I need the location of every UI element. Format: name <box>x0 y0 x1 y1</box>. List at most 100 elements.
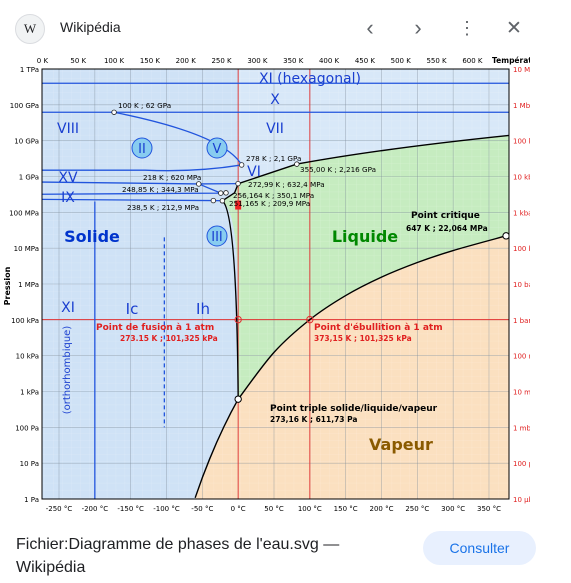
phase-diagram-chart: 1 TPa 100 GPa 10 GPa 1 GPa 100 MPa 10 MPa 1 MP… <box>3 56 547 513</box>
x-tick-label-bottom: -100 °C <box>153 505 180 513</box>
x-tick-label-top: 550 K <box>426 57 447 65</box>
x-tick-label-bottom: 350 °C <box>477 505 501 513</box>
x-tick-label-bottom: -250 °C <box>46 505 73 513</box>
phase-label-ii: II <box>138 142 146 157</box>
y-tick-label-left: 100 Pa <box>15 424 39 432</box>
stable-liquid-marker <box>235 200 242 210</box>
y-tick-label-left: 1 Pa <box>24 496 39 504</box>
phase-label-ic: Ic <box>126 300 139 318</box>
close-icon[interactable]: ✕ <box>506 17 522 39</box>
viewer-header: W Wikipédia ‹ › ⋮ ✕ <box>0 0 571 56</box>
region-label-liquide: Liquide <box>332 227 398 246</box>
phase-label-x: X <box>270 92 280 108</box>
y-tick-label-right: 1 kbar <box>513 209 530 217</box>
scrollbar[interactable] <box>556 0 571 583</box>
y-tick-label-right: 1 bar <box>513 317 530 325</box>
y-tick-label-left: 1 TPa <box>20 66 39 74</box>
phase-iii-bubble <box>206 225 228 247</box>
y-tick-label-right: 10 bar <box>513 281 530 289</box>
triple-point-marker <box>218 190 224 196</box>
x-tick-label-top: 350 K <box>283 57 304 65</box>
annotation-iii-liquid: 251,165 K ; 209,9 MPa <box>229 199 310 208</box>
y-tick-label-left: 100 GPa <box>10 102 39 110</box>
y-tick-label-left: 100 MPa <box>9 209 39 217</box>
triple-point-main-marker <box>234 395 242 403</box>
x-tick-label-top: 50 K <box>70 57 86 65</box>
x-tick-label-top: 150 K <box>140 57 161 65</box>
plot-frame <box>41 68 510 500</box>
annotation-ii-v: 218 K ; 620 MPa <box>143 173 201 182</box>
more-options-icon[interactable]: ⋮ <box>458 17 476 38</box>
viii-vii-boundary <box>113 111 243 166</box>
triple-point-marker <box>238 162 245 168</box>
annotation-viii-vii-x: 100 K ; 62 GPa <box>118 101 171 110</box>
melting-curve <box>221 134 509 400</box>
phase-label-vii: VII <box>266 121 284 137</box>
y-tick-label-left: 1 GPa <box>19 174 39 182</box>
boiling-point-marker <box>306 315 314 324</box>
phase-label-ix: IX <box>61 190 75 206</box>
x-tick-label-top: 0 K <box>37 57 49 65</box>
y-tick-label-left: 10 MPa <box>14 245 39 253</box>
y-tick-label-left: 1 MPa <box>18 281 39 289</box>
y-tick-label-right: 1 mbar <box>513 424 530 432</box>
image-caption[interactable]: Fichier:Diagramme de phases de l'eau.svg… <box>16 536 340 576</box>
x-tick-label-top: 200 K <box>176 57 197 65</box>
y-tick-label-left: 1 kPa <box>20 389 39 397</box>
annotation-iii-v: 256,164 K ; 350,1 MPa <box>233 191 314 200</box>
x-tick-label-bottom: -200 °C <box>82 505 109 513</box>
phase-v-bubble <box>206 137 228 159</box>
x-tick-label-bottom: 250 °C <box>405 505 429 513</box>
y-tick-label-left: 10 Pa <box>20 460 39 468</box>
y-tick-label-left: 100 kPa <box>11 317 39 325</box>
annotation-v-vi: 272,99 K ; 632,4 MPa <box>248 180 325 189</box>
phase-label-viii: VIII <box>57 121 79 137</box>
vaporization-curve <box>237 235 507 400</box>
y-tick-label-right: 10 μbar <box>513 496 530 504</box>
x-tick-label-top: 300 K <box>247 57 268 65</box>
region-label-solide: Solide <box>64 227 120 246</box>
critical-point-value: 647 K ; 22,064 MPa <box>406 224 488 233</box>
y-tick-label-right: 100 μbar <box>513 460 530 468</box>
melting-point-title: Point de fusion à 1 atm <box>96 323 214 333</box>
annotation-ih-iii: 238,5 K ; 212,9 MPa <box>127 203 199 212</box>
critical-point-marker <box>502 232 509 240</box>
boiling-point-title: Point d'ébullition à 1 atm <box>314 322 443 333</box>
phase-diagram-image[interactable]: 1 TPa 100 GPa 10 GPa 1 GPa 100 MPa 10 MPa 1 MP… <box>0 56 547 518</box>
x-tick-label-bottom: 100 °C <box>298 505 322 513</box>
critical-point-title: Point critique <box>411 211 480 221</box>
phase-label-xv: XV <box>58 170 78 186</box>
x-tick-label-bottom: 200 °C <box>370 505 394 513</box>
triple-point-marker <box>235 180 241 187</box>
consult-button[interactable]: Consulter <box>423 531 536 565</box>
x-tick-label-bottom: 0 °C <box>231 505 246 513</box>
y-axis-label: Pression <box>3 266 12 305</box>
x-tick-label-top: 500 K <box>391 57 412 65</box>
region-label-vapeur: Vapeur <box>369 435 433 454</box>
y-tick-label-right: 100 bar <box>513 245 530 253</box>
triple-point-marker <box>223 190 229 196</box>
triple-point-marker <box>219 198 226 204</box>
boiling-point-value: 373,15 K ; 101,325 kPa <box>314 334 412 343</box>
ii-iii-boundary <box>198 183 222 194</box>
y-tick-label-right: 10 mbar <box>513 389 530 397</box>
triple-point-title: Point triple solide/liquide/vapeur <box>270 404 438 414</box>
y-tick-label-right: 10 kbar <box>513 174 530 182</box>
phase-label-xi: XI <box>61 300 75 316</box>
x-tick-label-top: 100 K <box>104 57 125 65</box>
phase-label-xi-hex: XI (hexagonal) <box>259 71 361 87</box>
wikipedia-logo-icon: W <box>15 14 45 44</box>
next-icon[interactable]: › <box>414 15 422 40</box>
triple-point-marker <box>196 181 202 187</box>
y-tick-label-right: 10 Mbar <box>513 66 530 74</box>
triple-point-marker <box>210 197 217 204</box>
site-name[interactable]: Wikipédia <box>60 19 121 35</box>
x-tick-label-bottom: 150 °C <box>334 505 358 513</box>
phase-label-vi: VI <box>247 164 261 180</box>
annotation-vi-vii: 278 K ; 2,1 GPa <box>246 154 301 163</box>
x-tick-label-top: 400 K <box>319 57 340 65</box>
y-tick-label-left: 10 GPa <box>14 138 39 146</box>
y-tick-label-left: 10 kPa <box>16 353 39 361</box>
x-tick-label-top: 250 K <box>211 57 232 65</box>
previous-icon[interactable]: ‹ <box>366 15 374 40</box>
